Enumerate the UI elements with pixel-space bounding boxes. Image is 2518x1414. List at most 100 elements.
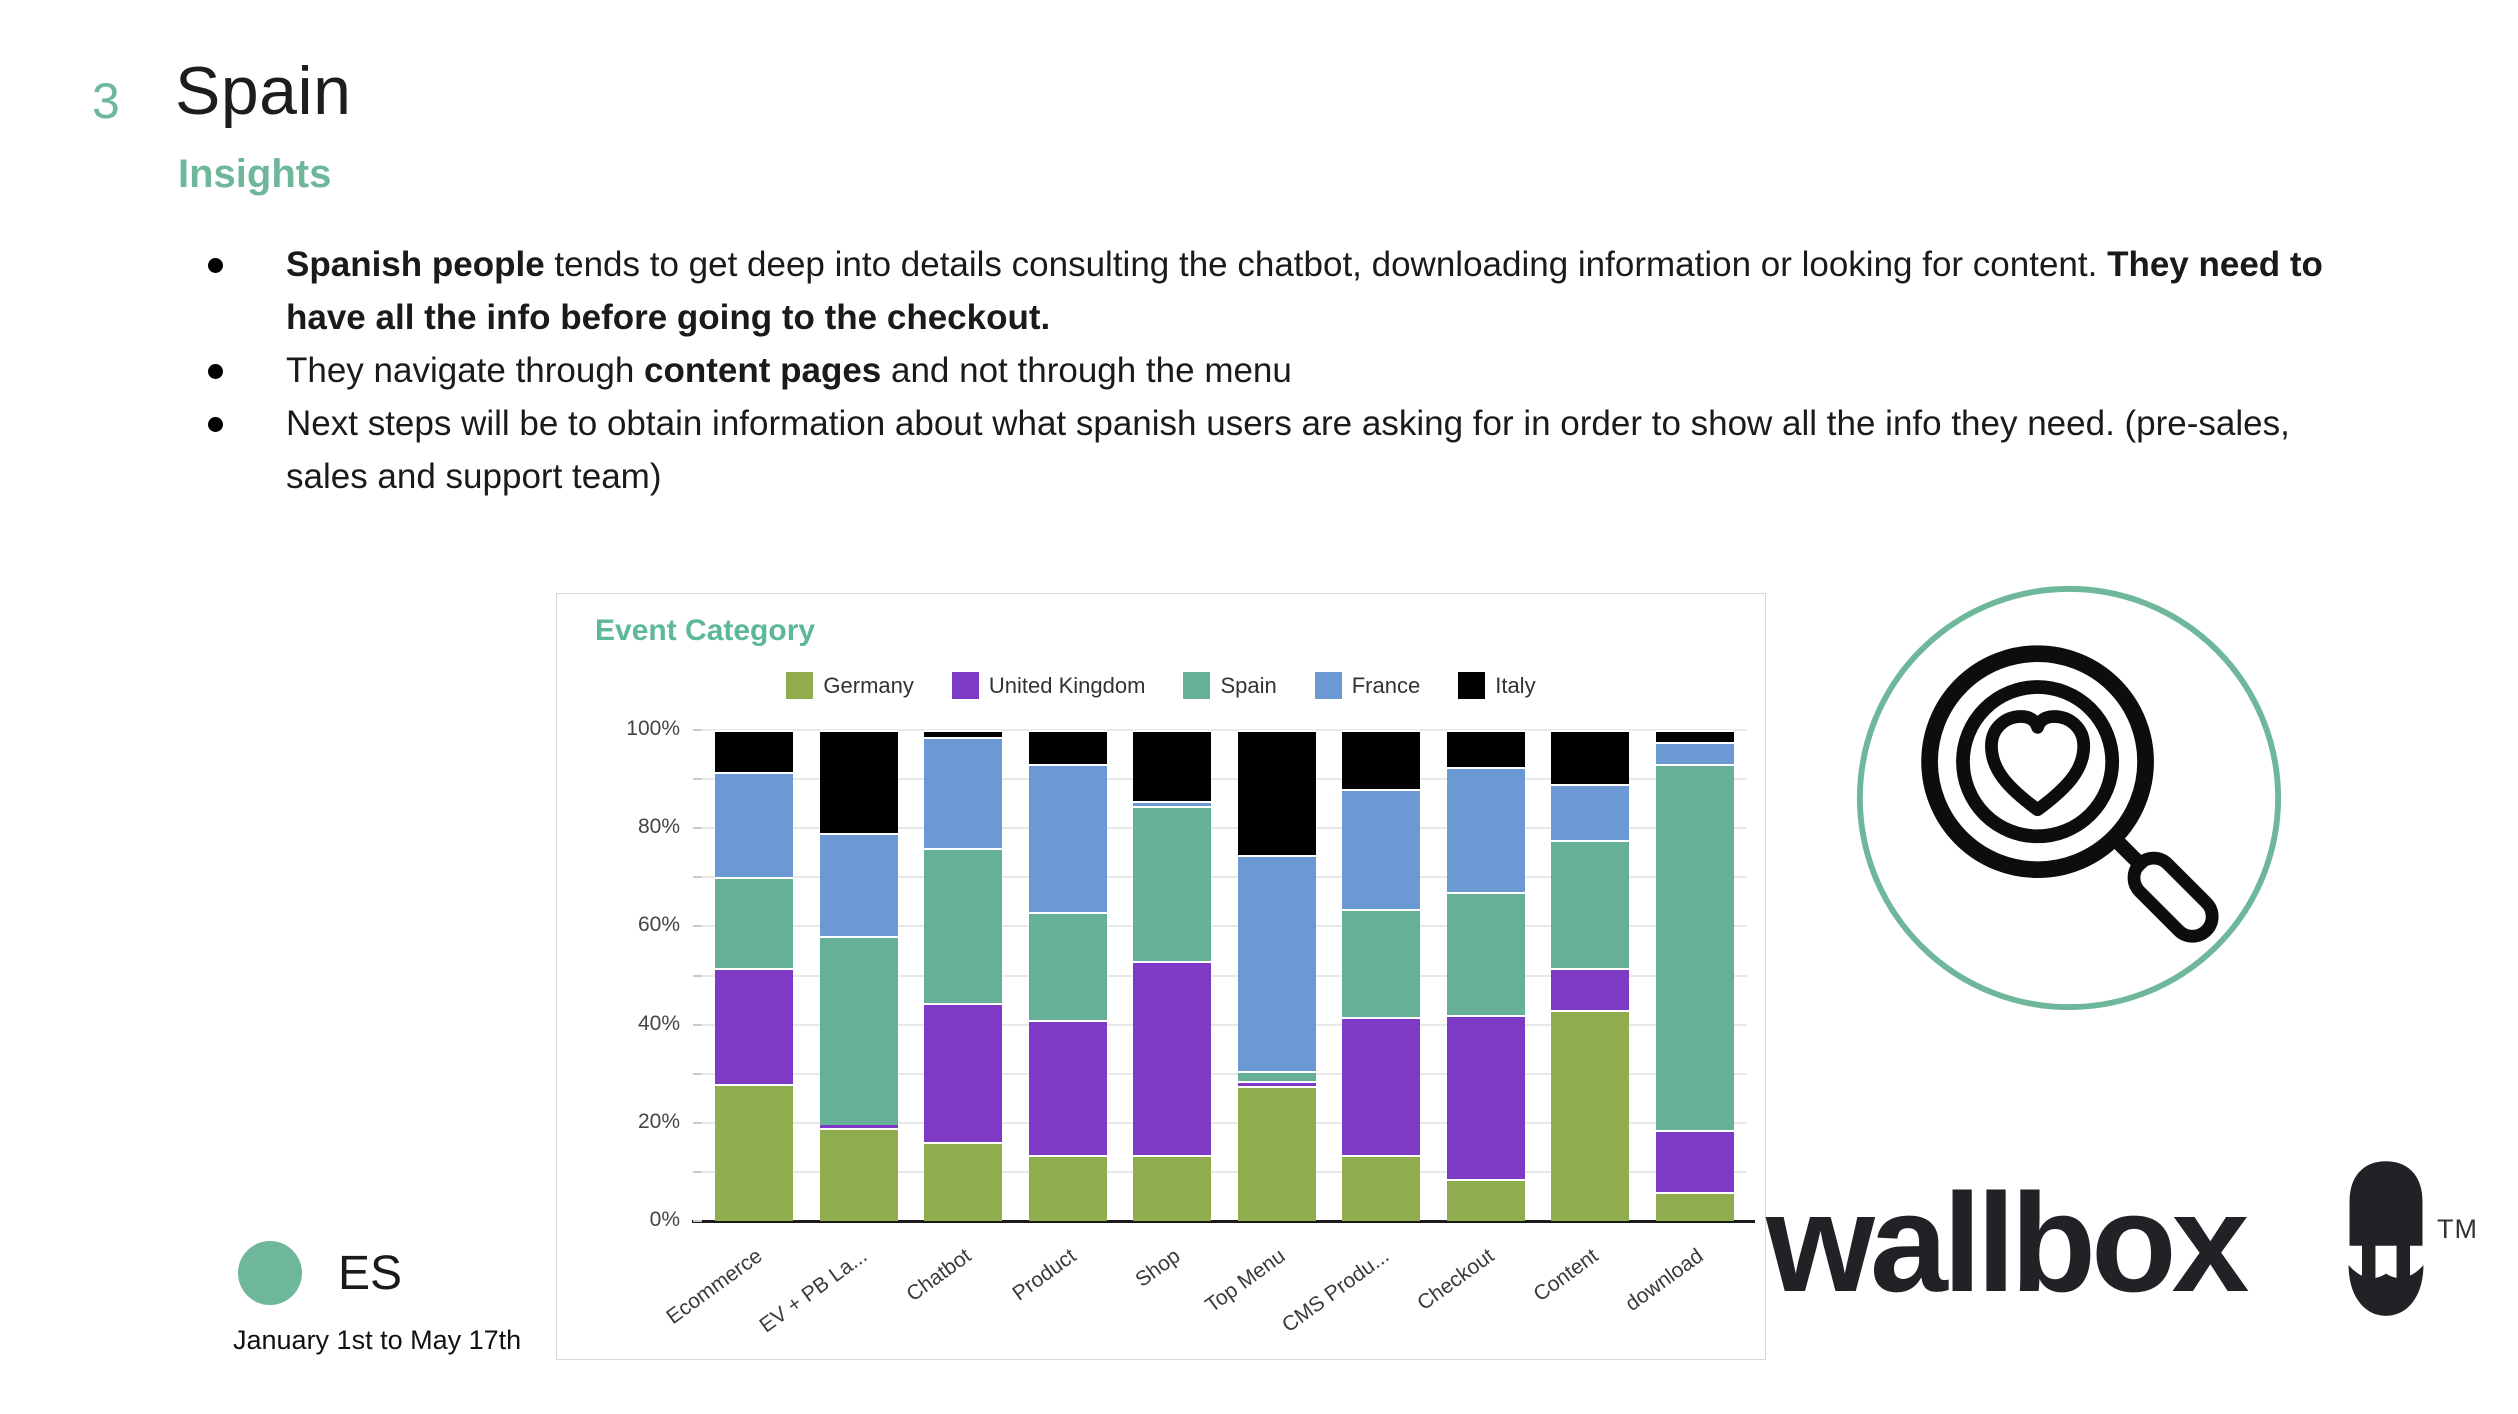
page-subtitle: Insights xyxy=(178,152,332,196)
bar-segment-top-menu-italy xyxy=(1237,730,1316,856)
y-axis-label-0: 0% xyxy=(649,1208,680,1231)
bar-segment-shop-italy xyxy=(1133,730,1212,802)
chart-plot-area: 0% 20% 40% 60% 80% 100% Ecommerce EV + PB La...… xyxy=(626,717,1755,1337)
legend-item-united-kingdom: United Kingdom xyxy=(951,672,1145,699)
y-axis-label-100: 100% xyxy=(626,717,680,740)
page-title: Spain xyxy=(175,53,352,129)
bar-segment-content-germany xyxy=(1551,1009,1630,1221)
gridline-70 xyxy=(702,876,1747,879)
bar-segment-cms-produ--italy xyxy=(1342,730,1421,789)
bar-segment-shop-germany xyxy=(1133,1154,1212,1221)
y-tick-100 xyxy=(693,729,702,731)
bar-segment-product-france xyxy=(1028,764,1107,912)
bar-segment-ecommerce-united-kingdom xyxy=(715,968,794,1084)
y-tick-60 xyxy=(693,925,702,928)
legend-item-germany: Germany xyxy=(786,672,914,699)
country-badge-circle xyxy=(238,1241,302,1305)
gridline-50 xyxy=(702,974,1747,977)
bullet-dot xyxy=(200,344,286,397)
y-tick-70 xyxy=(693,876,702,879)
bar-segment-download-france xyxy=(1655,742,1734,765)
bar-segment-ev-pb-la--germany xyxy=(819,1127,898,1221)
y-tick-30 xyxy=(693,1072,702,1075)
bar-segment-ev-pb-la--italy xyxy=(819,730,898,834)
legend-item-france: France xyxy=(1314,672,1421,699)
bar-segment-download-italy xyxy=(1655,730,1734,743)
gridline-100 xyxy=(702,729,1747,731)
bar-segment-chatbot-france xyxy=(924,737,1003,848)
x-axis-label-6: Top Menu xyxy=(1201,1244,1290,1318)
x-axis-label-4: Product xyxy=(1008,1244,1081,1306)
y-tick-50 xyxy=(693,974,702,977)
insights-list: Spanish people tends to get deep into de… xyxy=(200,238,2375,503)
legend-item-italy: Italy xyxy=(1458,672,1536,699)
insight-bullet-3: Next steps will be to obtain information… xyxy=(200,397,2375,503)
y-axis-label-20: 20% xyxy=(637,1109,680,1133)
date-range-label: January 1st to May 17th xyxy=(233,1325,522,1355)
slide-number: 3 xyxy=(92,73,120,129)
bar-segment-product-spain xyxy=(1028,911,1107,1020)
legend-label: France xyxy=(1351,672,1421,698)
heart-magnifier-icon xyxy=(1856,585,2282,1011)
bar-segment-content-united-kingdom xyxy=(1551,968,1630,1010)
legend-label: Germany xyxy=(823,672,914,698)
gridline-30 xyxy=(702,1072,1747,1075)
bar-segment-cms-produ--united-kingdom xyxy=(1342,1017,1421,1155)
bar-segment-cms-produ--france xyxy=(1342,788,1421,910)
x-axis-line xyxy=(692,1220,1755,1223)
bullet-text: Spanish people tends to get deep into de… xyxy=(286,245,2323,337)
bar-segment-ev-pb-la--france xyxy=(819,833,898,937)
bullet-text: Next steps will be to obtain information… xyxy=(286,404,2290,496)
event-category-chart: Event Category Germany United Kingdom Spai… xyxy=(556,593,1766,1360)
y-tick-10 xyxy=(693,1170,702,1173)
bar-segment-ecommerce-spain xyxy=(715,877,794,969)
chart-title: Event Category xyxy=(595,614,816,647)
bar-segment-content-italy xyxy=(1551,730,1630,785)
bar-segment-top-menu-spain xyxy=(1237,1071,1316,1082)
legend-swatch xyxy=(951,672,979,699)
bullet-dot xyxy=(200,397,286,503)
x-axis-label-2: EV + PB La... xyxy=(755,1244,872,1338)
legend-swatch xyxy=(1183,672,1211,699)
y-tick-20 xyxy=(693,1121,702,1124)
bar-segment-content-france xyxy=(1551,784,1630,841)
country-badge-label: ES xyxy=(338,1247,403,1300)
bar-segment-top-menu-germany xyxy=(1237,1085,1316,1221)
bar-segment-checkout-spain xyxy=(1446,892,1525,1015)
bar-segment-shop-france xyxy=(1133,801,1212,807)
bar-segment-shop-united-kingdom xyxy=(1133,960,1212,1155)
bar-segment-checkout-italy xyxy=(1446,730,1525,767)
legend-label: Italy xyxy=(1495,672,1536,698)
gridline-10 xyxy=(702,1170,1747,1173)
insight-bullet-2: They navigate through content pages and … xyxy=(200,344,2375,397)
gridline-60 xyxy=(702,925,1747,928)
gridline-80 xyxy=(702,827,1747,830)
x-axis-label-9: Content xyxy=(1529,1244,1603,1307)
y-tick-90 xyxy=(693,778,702,781)
y-axis-label-80: 80% xyxy=(637,815,680,839)
bar-segment-ecommerce-germany xyxy=(715,1083,794,1221)
legend-swatch xyxy=(786,672,814,699)
bar-segment-shop-spain xyxy=(1133,806,1212,961)
bar-segment-chatbot-spain xyxy=(924,847,1003,1003)
bar-segment-download-united-kingdom xyxy=(1655,1130,1734,1192)
bar-segment-checkout-united-kingdom xyxy=(1446,1014,1525,1180)
wallbox-plug-icon xyxy=(2348,1161,2424,1316)
y-tick-80 xyxy=(693,827,702,830)
gridline-40 xyxy=(702,1023,1747,1026)
bar-segment-checkout-france xyxy=(1446,766,1525,893)
insight-bullet-1: Spanish people tends to get deep into de… xyxy=(200,238,2375,344)
y-tick-0 xyxy=(693,1220,702,1222)
bullet-dot xyxy=(200,238,286,344)
chart-legend: Germany United Kingdom Spain France Italy xyxy=(557,672,1765,699)
x-axis-label-3: Chatbot xyxy=(902,1244,976,1307)
bar-segment-content-spain xyxy=(1551,840,1630,969)
y-axis-label-40: 40% xyxy=(637,1011,680,1035)
wallbox-logo-text: wallbox xyxy=(1766,1164,2249,1321)
bar-segment-ecommerce-france xyxy=(715,771,794,878)
legend-swatch xyxy=(1458,672,1486,699)
bar-segment-ev-pb-la--spain xyxy=(819,936,898,1126)
bar-segment-chatbot-united-kingdom xyxy=(924,1002,1003,1143)
bar-segment-cms-produ--germany xyxy=(1342,1154,1421,1221)
